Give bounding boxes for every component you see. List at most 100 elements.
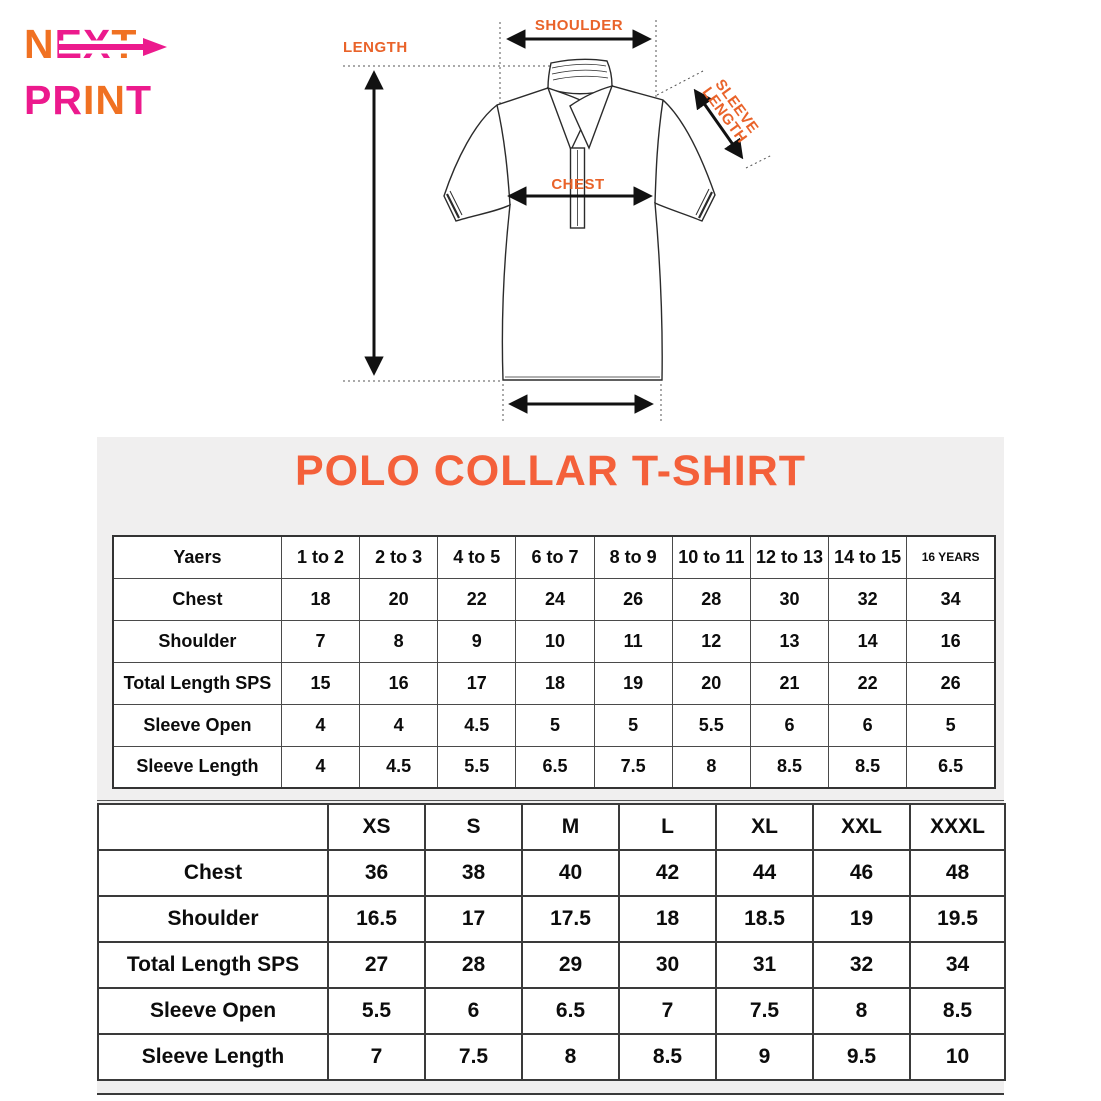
row-label: Sleeve Length <box>97 1033 329 1081</box>
cell-value: 30 <box>618 941 717 989</box>
cell-value: 34 <box>906 577 996 621</box>
column-header: XXL <box>812 803 911 851</box>
column-header: L <box>618 803 717 851</box>
table-row: Chest 36 38 40 42 44 46 48 <box>97 849 1006 897</box>
cell-value: 7.5 <box>593 745 673 789</box>
cell-value: 19.5 <box>909 895 1006 943</box>
cell-value: 8.5 <box>828 745 908 789</box>
row-label: Sleeve Open <box>112 703 282 747</box>
table-row: Shoulder 7 8 9 10 11 12 13 14 16 <box>112 619 996 663</box>
column-header: S <box>424 803 523 851</box>
cell-value: 7 <box>618 987 717 1035</box>
logo-letter: I <box>82 77 96 123</box>
cell-value: 6.5 <box>515 745 595 789</box>
cell-value: 34 <box>909 941 1006 989</box>
cell-value: 4.5 <box>359 745 439 789</box>
cell-value: 10 <box>909 1033 1006 1081</box>
cell-value: 5 <box>906 703 996 747</box>
cell-value: 16.5 <box>327 895 426 943</box>
logo-word-next: NEXT <box>24 24 214 65</box>
cell-value: 19 <box>593 661 673 705</box>
cell-value: 10 <box>515 619 595 663</box>
column-header: 12 to 13 <box>749 535 830 579</box>
cell-value: 20 <box>359 577 439 621</box>
cell-value: 8.5 <box>909 987 1006 1035</box>
row-label: Shoulder <box>112 619 282 663</box>
cell-value: 18 <box>618 895 717 943</box>
cell-value: 38 <box>424 849 523 897</box>
cell-value: 11 <box>593 619 673 663</box>
column-header: M <box>521 803 620 851</box>
column-header: 2 to 3 <box>359 535 439 579</box>
logo-word-print: PRINT <box>24 80 214 121</box>
logo-letter: R <box>52 77 83 123</box>
cell-value: 28 <box>424 941 523 989</box>
cell-value: 6 <box>749 703 830 747</box>
cell-value: 46 <box>812 849 911 897</box>
adult-size-section: XS S M L XL XXL XXXL Chest 36 38 40 42 44 46 48 Shoulde… <box>97 800 1006 1081</box>
row-label: Chest <box>112 577 282 621</box>
table-row: Total Length SPS 15 16 17 18 19 20 21 22 26 <box>112 661 996 705</box>
table-row: Sleeve Length 7 7.5 8 8.5 9 9.5 10 <box>97 1033 1006 1081</box>
column-header <box>97 803 329 851</box>
page-title: POLO COLLAR T-SHIRT <box>294 447 807 495</box>
cell-value: 36 <box>327 849 426 897</box>
cell-value: 28 <box>671 577 751 621</box>
cell-value: 8 <box>359 619 439 663</box>
cell-value: 8 <box>521 1033 620 1081</box>
cell-value: 40 <box>521 849 620 897</box>
table-row: Sleeve Length 4 4.5 5.5 6.5 7.5 8 8.5 8.5 6.5 <box>112 745 996 789</box>
column-header: 10 to 11 <box>671 535 751 579</box>
cell-value: 9 <box>437 619 517 663</box>
cell-value: 27 <box>327 941 426 989</box>
logo-letter: E <box>54 21 83 67</box>
chest-label: CHEST <box>551 176 604 193</box>
column-header: 6 to 7 <box>515 535 595 579</box>
cell-value: 21 <box>749 661 830 705</box>
cell-value: 5.5 <box>437 745 517 789</box>
column-header: Yaers <box>112 535 282 579</box>
logo-letter: N <box>95 77 126 123</box>
cell-value: 7 <box>280 619 361 663</box>
cell-value: 17 <box>437 661 517 705</box>
column-header: 8 to 9 <box>593 535 673 579</box>
size-diagram: SHOULDER LENGTH CHEST SLEEVE LENGTH <box>343 17 773 421</box>
cell-value: 12 <box>671 619 751 663</box>
cell-value: 13 <box>749 619 830 663</box>
column-header: 1 to 2 <box>280 535 361 579</box>
table-row: Sleeve Open 4 4 4.5 5 5 5.5 6 6 5 <box>112 703 996 747</box>
cell-value: 26 <box>906 661 996 705</box>
cell-value: 7 <box>327 1033 426 1081</box>
table-row: Sleeve Open 5.5 6 6.5 7 7.5 8 8.5 <box>97 987 1006 1035</box>
shoulder-label: SHOULDER <box>535 17 623 34</box>
cell-value: 30 <box>749 577 830 621</box>
adult-size-table: XS S M L XL XXL XXXL Chest 36 38 40 42 44 46 48 Shoulde… <box>97 803 1006 1081</box>
cell-value: 24 <box>515 577 595 621</box>
cell-value: 8 <box>812 987 911 1035</box>
row-label: Sleeve Open <box>97 987 329 1035</box>
cell-value: 15 <box>280 661 361 705</box>
cell-value: 32 <box>828 577 908 621</box>
row-label: Total Length SPS <box>112 661 282 705</box>
cell-value: 32 <box>812 941 911 989</box>
cell-value: 8.5 <box>749 745 830 789</box>
cell-value: 17.5 <box>521 895 620 943</box>
next-print-logo: NEXT PRINT <box>24 24 214 121</box>
logo-letter: T <box>125 77 153 123</box>
row-label: Sleeve Length <box>112 745 282 789</box>
cell-value: 26 <box>593 577 673 621</box>
cell-value: 6.5 <box>521 987 620 1035</box>
logo-letter: N <box>24 21 55 67</box>
cell-value: 4.5 <box>437 703 517 747</box>
cell-value: 4 <box>280 745 361 789</box>
table-row: Chest 18 20 22 24 26 28 30 32 34 <box>112 577 996 621</box>
measurement-arrows <box>364 29 744 414</box>
cell-value: 22 <box>437 577 517 621</box>
cell-value: 19 <box>812 895 911 943</box>
logo-letter: X <box>82 21 112 67</box>
column-header: XXXL <box>909 803 1006 851</box>
cell-value: 22 <box>828 661 908 705</box>
